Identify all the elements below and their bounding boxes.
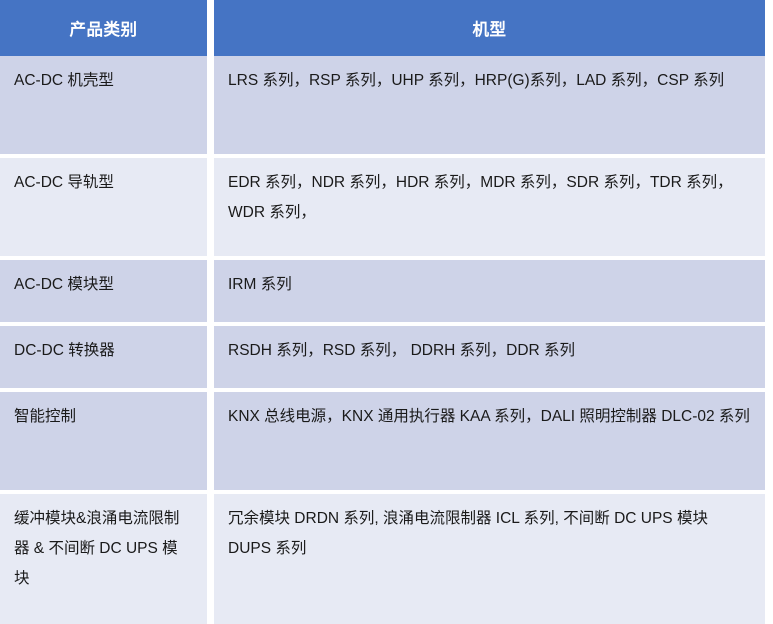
table-row: AC-DC 模块型 IRM 系列 <box>0 260 765 326</box>
column-header-category: 产品类别 <box>0 0 214 56</box>
column-header-models: 机型 <box>214 0 765 56</box>
table-body: AC-DC 机壳型 LRS 系列，RSP 系列，UHP 系列，HRP(G)系列，… <box>0 56 765 624</box>
cell-models: LRS 系列，RSP 系列，UHP 系列，HRP(G)系列，LAD 系列，CSP… <box>214 56 765 158</box>
cell-category: AC-DC 机壳型 <box>0 56 214 158</box>
table-header: 产品类别 机型 <box>0 0 765 56</box>
cell-models: KNX 总线电源，KNX 通用执行器 KAA 系列，DALI 照明控制器 DLC… <box>214 392 765 494</box>
cell-category: DC-DC 转换器 <box>0 326 214 392</box>
cell-models: EDR 系列，NDR 系列，HDR 系列，MDR 系列，SDR 系列，TDR 系… <box>214 158 765 260</box>
cell-category: 缓冲模块&浪涌电流限制器 & 不间断 DC UPS 模块 <box>0 494 214 624</box>
table-header-row: 产品类别 机型 <box>0 0 765 56</box>
cell-category: AC-DC 模块型 <box>0 260 214 326</box>
cell-category: AC-DC 导轨型 <box>0 158 214 260</box>
cell-models: RSDH 系列，RSD 系列， DDRH 系列，DDR 系列 <box>214 326 765 392</box>
table-row: DC-DC 转换器 RSDH 系列，RSD 系列， DDRH 系列，DDR 系列 <box>0 326 765 392</box>
table-row: 缓冲模块&浪涌电流限制器 & 不间断 DC UPS 模块 冗余模块 DRDN 系… <box>0 494 765 624</box>
cell-category: 智能控制 <box>0 392 214 494</box>
table-row: AC-DC 导轨型 EDR 系列，NDR 系列，HDR 系列，MDR 系列，SD… <box>0 158 765 260</box>
cell-models: IRM 系列 <box>214 260 765 326</box>
cell-models: 冗余模块 DRDN 系列, 浪涌电流限制器 ICL 系列, 不间断 DC UPS… <box>214 494 765 624</box>
table-row: AC-DC 机壳型 LRS 系列，RSP 系列，UHP 系列，HRP(G)系列，… <box>0 56 765 158</box>
table-row: 智能控制 KNX 总线电源，KNX 通用执行器 KAA 系列，DALI 照明控制… <box>0 392 765 494</box>
